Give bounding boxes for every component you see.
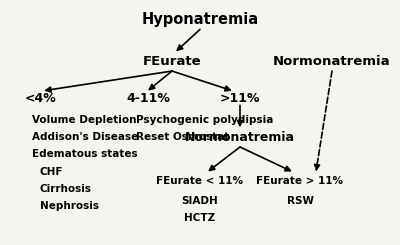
Text: >11%: >11%	[220, 91, 260, 105]
Text: Reset Osmostat: Reset Osmostat	[136, 132, 229, 142]
Text: Psychogenic polydipsia: Psychogenic polydipsia	[136, 115, 273, 125]
Text: Addison's Disease: Addison's Disease	[32, 132, 138, 142]
Text: Hyponatremia: Hyponatremia	[142, 12, 258, 27]
Text: Normonatremia: Normonatremia	[273, 55, 391, 68]
Text: HCTZ: HCTZ	[184, 213, 216, 223]
Text: RSW: RSW	[286, 196, 314, 206]
Text: FEurate: FEurate	[143, 55, 201, 68]
Text: CHF: CHF	[40, 167, 64, 176]
Text: Edematous states: Edematous states	[32, 149, 138, 159]
Text: SIADH: SIADH	[182, 196, 218, 206]
Text: Cirrhosis: Cirrhosis	[40, 184, 92, 194]
Text: Normonatremia: Normonatremia	[185, 131, 295, 144]
Text: <4%: <4%	[24, 91, 56, 105]
Text: Nephrosis: Nephrosis	[40, 201, 99, 211]
Text: 4-11%: 4-11%	[126, 91, 170, 105]
Text: FEurate < 11%: FEurate < 11%	[156, 176, 244, 186]
Text: FEurate > 11%: FEurate > 11%	[256, 176, 344, 186]
Text: Volume Depletion: Volume Depletion	[32, 115, 136, 125]
